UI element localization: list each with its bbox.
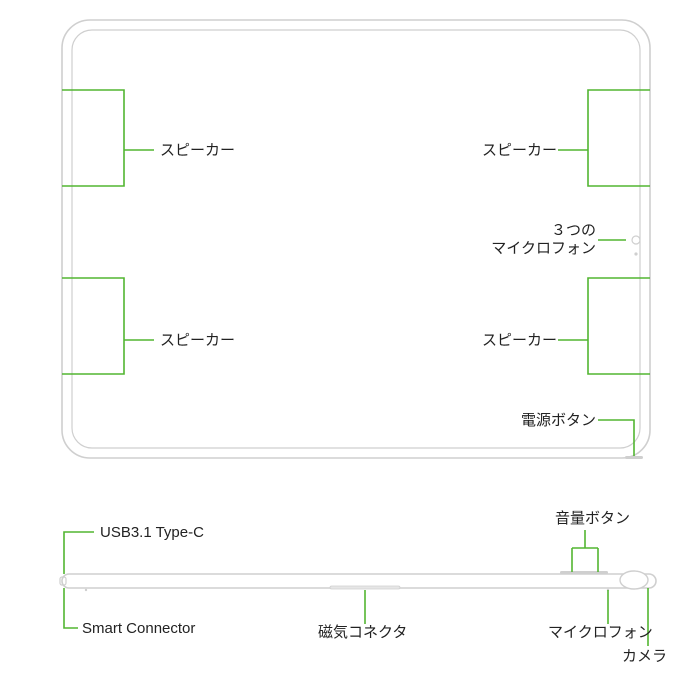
label-mic: マイクロフォン <box>548 624 653 642</box>
rear-camera-dot <box>634 252 637 255</box>
label-usb: USB3.1 Type-C <box>100 524 204 542</box>
label-smart-connector: Smart Connector <box>82 620 195 638</box>
label-microphones: ３つのマイクロフォン <box>486 222 596 258</box>
mag-connector <box>330 586 400 589</box>
label-power: 電源ボタン <box>516 412 596 430</box>
label-speaker-br: スピーカー <box>482 332 554 350</box>
power-button <box>625 456 643 459</box>
label-speaker-tl: スピーカー <box>160 142 235 160</box>
label-camera: カメラ <box>622 648 667 666</box>
volume-button <box>560 571 608 574</box>
diagram-stage: スピーカー スピーカー スピーカー スピーカー ３つのマイクロフォン 電源ボタン… <box>0 0 700 700</box>
label-mag-connector: 磁気コネクタ <box>318 624 407 642</box>
smart-connector-dot <box>85 589 87 591</box>
label-speaker-tr: スピーカー <box>482 142 554 160</box>
label-speaker-bl: スピーカー <box>160 332 235 350</box>
label-volume: 音量ボタン <box>540 510 630 528</box>
diagram-svg <box>0 0 700 700</box>
side-camera-bump <box>620 571 648 589</box>
